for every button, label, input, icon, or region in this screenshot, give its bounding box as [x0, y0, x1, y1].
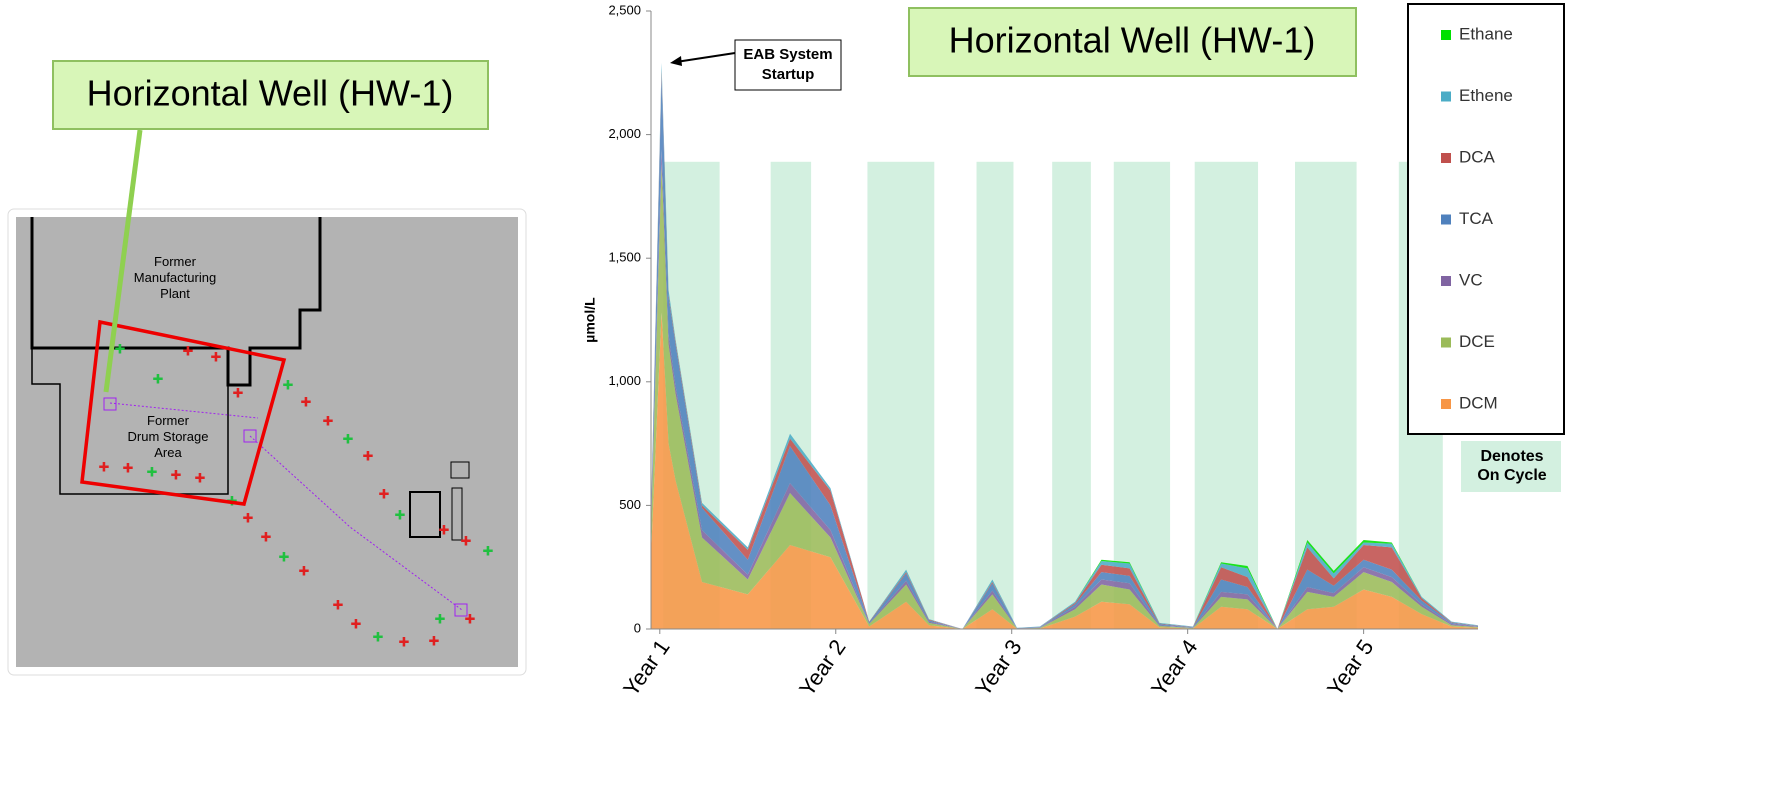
sample-point: ✚ — [373, 629, 384, 644]
legend-label: Ethane — [1459, 24, 1513, 43]
x-tick-label: Year 5 — [1322, 635, 1379, 701]
sample-point: ✚ — [439, 522, 450, 537]
on-cycle-band — [1194, 161, 1259, 630]
legend-label: TCA — [1459, 209, 1494, 228]
callout-pointer — [103, 129, 143, 393]
sample-point: ✚ — [115, 341, 126, 356]
plant-label: Former Manufacturing Plant — [134, 254, 216, 301]
sample-point: ✚ — [323, 413, 334, 428]
sample-point: ✚ — [435, 611, 446, 626]
band-label: Denotes On Cycle — [1477, 448, 1546, 484]
sample-point: ✚ — [153, 371, 164, 386]
band-key — [1461, 441, 1561, 492]
legend-label: VC — [1459, 270, 1483, 289]
sample-point: ✚ — [299, 563, 310, 578]
area — [651, 70, 1478, 629]
well-marker — [454, 603, 468, 617]
sample-point: ✚ — [351, 616, 362, 631]
annotation-box — [734, 39, 842, 91]
drum-outline — [31, 348, 229, 495]
area — [651, 75, 1478, 630]
sample-point: ✚ — [195, 470, 206, 485]
y-tick-label: 0 — [634, 620, 641, 635]
map-bg — [16, 217, 518, 667]
legend-box — [1407, 3, 1565, 435]
sample-point: ✚ — [99, 459, 110, 474]
sample-point: ✚ — [261, 529, 272, 544]
y-tick-label: 500 — [619, 497, 641, 512]
area — [651, 164, 1478, 629]
area — [651, 149, 1478, 629]
legend-label: Ethene — [1459, 86, 1513, 105]
sample-point: ✚ — [395, 507, 406, 522]
y-tick-label: 2,000 — [608, 126, 641, 141]
on-cycle-band — [1052, 161, 1091, 630]
sample-point: ✚ — [399, 634, 410, 649]
well-marker — [243, 429, 257, 443]
title-box — [908, 7, 1357, 77]
sample-point: ✚ — [279, 549, 290, 564]
on-cycle-band — [867, 161, 935, 630]
legend-swatch — [1441, 30, 1451, 40]
on-cycle-band — [976, 161, 1014, 630]
sample-point: ✚ — [233, 385, 244, 400]
x-tick-label: Year 1 — [618, 635, 675, 701]
sample-point: ✚ — [123, 460, 134, 475]
legend-swatch — [1441, 276, 1451, 286]
legend-label: DCM — [1459, 393, 1498, 412]
well-line — [109, 402, 463, 611]
sample-point: ✚ — [183, 343, 194, 358]
sample-point: ✚ — [283, 377, 294, 392]
sample-point: ✚ — [363, 448, 374, 463]
sample-point: ✚ — [211, 349, 222, 364]
legend-label: DCE — [1459, 332, 1495, 351]
sample-points: ✚ ✚ ✚✚✚ ✚ ✚ ✚ ✚✚✚✚✚✚✚✚✚✚✚✚✚✚✚✚✚✚✚✚ ✚ ✚✚ ✚ — [99, 341, 494, 649]
annotation: EAB System Startup — [743, 46, 832, 83]
x-tick-label: Year 2 — [794, 635, 851, 701]
sample-point: ✚ — [465, 611, 476, 626]
y-axis-label: µmol/L — [582, 297, 598, 343]
on-cycle-band — [1113, 161, 1171, 630]
y-tick-label: 2,500 — [608, 2, 641, 17]
drum-label: Former Drum Storage Area — [128, 413, 209, 460]
structure — [450, 461, 470, 479]
legend-label: DCA — [1459, 147, 1496, 166]
plant-outline — [30, 217, 322, 387]
sample-point: ✚ — [333, 597, 344, 612]
sample-point: ✚ — [429, 633, 440, 648]
area — [651, 312, 1478, 629]
x-tick-label: Year 3 — [970, 635, 1027, 701]
x-tick-label: Year 4 — [1146, 635, 1203, 701]
sample-point: ✚ — [379, 486, 390, 501]
site-map: ✚ ✚ ✚✚✚ ✚ ✚ ✚ ✚✚✚✚✚✚✚✚✚✚✚✚✚✚✚✚✚✚✚✚ ✚ ✚✚ ✚ Former M… — [7, 60, 527, 676]
sample-point: ✚ — [461, 533, 472, 548]
y-tick-label: 1,500 — [608, 250, 641, 265]
annotation-arrow — [675, 52, 736, 63]
sample-point: ✚ — [483, 543, 494, 558]
legend-swatch — [1441, 153, 1451, 163]
arrow-head — [670, 56, 682, 66]
sample-point: ✚ — [243, 510, 254, 525]
focus-box — [80, 319, 287, 506]
sample-point: ✚ — [147, 464, 158, 479]
sample-point: ✚ — [171, 467, 182, 482]
chart-title: Horizontal Well (HW-1) — [949, 20, 1316, 61]
callout-text: Horizontal Well (HW-1) — [87, 73, 454, 114]
legend-swatch — [1441, 337, 1451, 348]
callout-box — [52, 60, 489, 130]
y-tick-label: 1,000 — [608, 373, 641, 388]
chart: 0 500 1,000 1,500 2,000 2,500 Year 1 Year 2 Year… — [582, 2, 1565, 701]
structure — [451, 487, 463, 541]
legend-swatch — [1441, 399, 1451, 409]
structure — [409, 491, 441, 538]
sample-point: ✚ — [343, 431, 354, 446]
sample-point: ✚ — [301, 394, 312, 409]
well-marker — [103, 397, 117, 411]
legend-swatch — [1441, 214, 1451, 225]
legend-swatch — [1441, 91, 1451, 102]
